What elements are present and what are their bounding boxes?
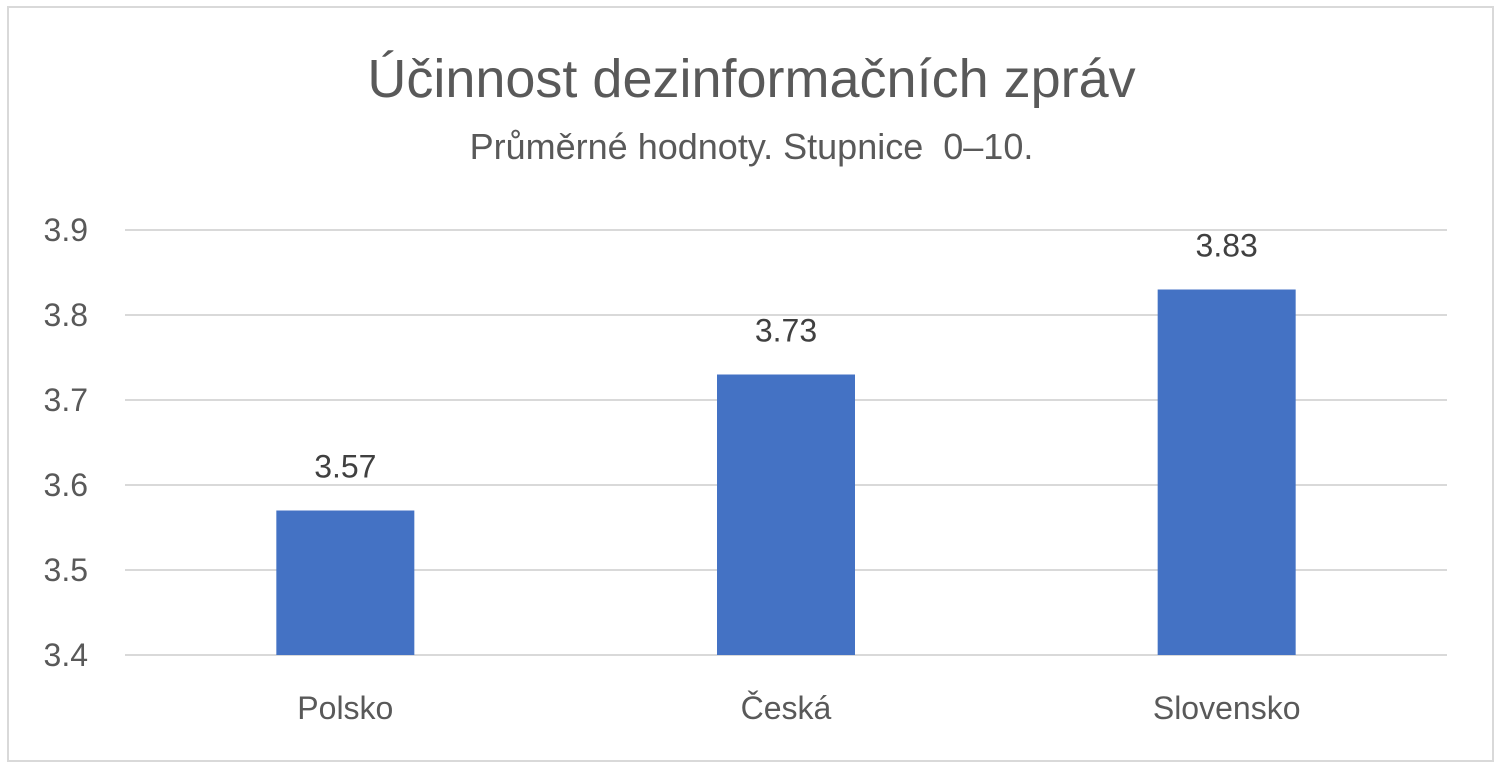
y-tick-label: 3.8 [44, 297, 88, 333]
bar [717, 374, 855, 655]
data-labels: 3.57 3.73 3.83 [314, 228, 1258, 485]
bars [276, 289, 1296, 655]
y-tick-label: 3.6 [44, 467, 88, 503]
bar [276, 510, 415, 655]
y-tick-label: 3.7 [44, 382, 88, 418]
chart-subtitle: Průměrné hodnoty. Stupnice 0–10. [469, 126, 1034, 167]
bar [1157, 289, 1296, 655]
y-tick-label: 3.4 [44, 637, 88, 673]
y-axis-tick-labels: 3.4 3.5 3.6 3.7 3.8 3.9 [44, 212, 88, 673]
data-label: 3.73 [755, 313, 817, 349]
x-axis-category-labels: Polsko Česká Slovensko [297, 690, 1300, 726]
y-tick-label: 3.9 [44, 212, 88, 248]
x-category-label: Česká [741, 690, 832, 726]
chart-title: Účinnost dezinformačních zpráv [367, 49, 1136, 109]
data-label: 3.83 [1196, 228, 1258, 264]
data-label: 3.57 [314, 449, 376, 485]
x-category-label: Slovensko [1153, 690, 1301, 726]
x-category-label: Polsko [297, 690, 393, 726]
y-tick-label: 3.5 [44, 552, 88, 588]
